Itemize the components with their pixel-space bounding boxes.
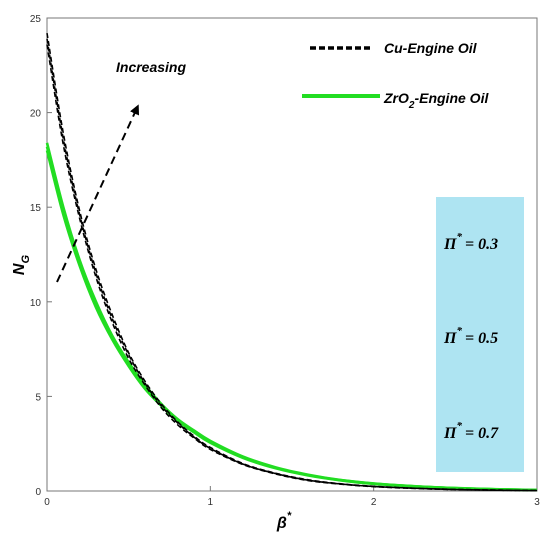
x-tick-label: 3 bbox=[534, 497, 540, 508]
parameter-label-2: Π* = 0.5 bbox=[443, 325, 498, 347]
x-axis-title-sup: * bbox=[287, 510, 292, 522]
series-line-cu-0-5 bbox=[46, 38, 538, 492]
parameter-labels: Π* = 0.3 Π* = 0.5 Π* = 0.7 bbox=[443, 231, 499, 442]
x-tick-label: 1 bbox=[208, 497, 214, 508]
parameter-label-3: Π* = 0.7 bbox=[443, 420, 499, 442]
parameter-box bbox=[436, 197, 524, 472]
parameter-label-1: Π* = 0.3 bbox=[443, 231, 498, 253]
legend: Cu-Engine Oil ZrO2-Engine Oil bbox=[302, 40, 489, 111]
y-axis-title: NG bbox=[11, 255, 32, 276]
y-tick-label: 20 bbox=[30, 109, 42, 120]
y-tick-label: 10 bbox=[30, 298, 42, 309]
y-tick-label: 0 bbox=[35, 487, 41, 498]
y-axis-ticks: 0 5 10 15 20 25 bbox=[30, 14, 52, 498]
plot-frame bbox=[46, 17, 538, 492]
y-tick-label: 25 bbox=[30, 14, 42, 25]
x-axis-title: β* bbox=[276, 510, 292, 532]
annotation-increasing: Increasing bbox=[116, 59, 186, 75]
series-line-cu-0-7 bbox=[46, 33, 538, 492]
y-tick-label: 15 bbox=[30, 203, 42, 214]
series-line-zro2-0-7 bbox=[45, 142, 538, 492]
series-layer bbox=[45, 33, 538, 492]
x-tick-label: 2 bbox=[371, 497, 377, 508]
legend-label-zro2: ZrO2-Engine Oil bbox=[383, 90, 489, 111]
y-tick-label: 5 bbox=[35, 392, 41, 403]
legend-label-zro2-sub: 2 bbox=[408, 100, 415, 111]
x-tick-label: 0 bbox=[44, 497, 50, 508]
legend-label-cu: Cu-Engine Oil bbox=[384, 40, 478, 56]
trend-arrow bbox=[56, 104, 140, 283]
y-axis-title-sub: G bbox=[20, 255, 32, 264]
